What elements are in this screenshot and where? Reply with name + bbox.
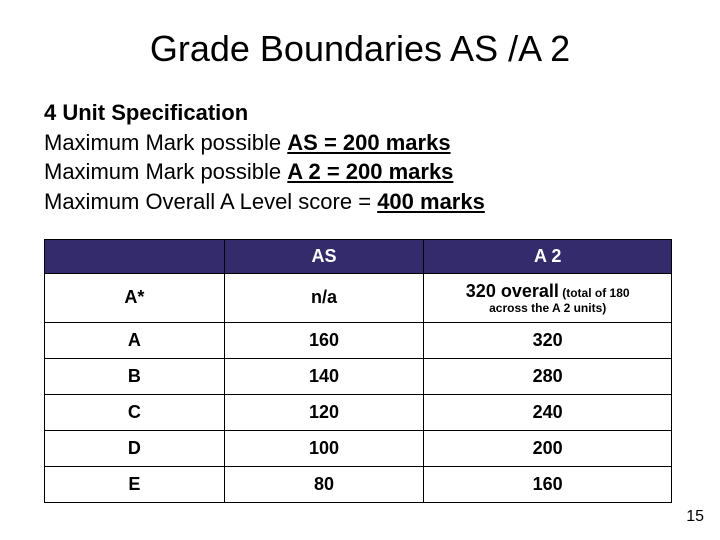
cell-as: 80 xyxy=(224,466,424,502)
cell-as: 160 xyxy=(224,322,424,358)
table-row: E 80 160 xyxy=(45,466,672,502)
table-row: B 140 280 xyxy=(45,358,672,394)
cell-a2: 200 xyxy=(424,430,672,466)
cell-a2: 240 xyxy=(424,394,672,430)
cell-a2: 160 xyxy=(424,466,672,502)
table-header-row: AS A 2 xyxy=(45,239,672,273)
spec-line-1: Maximum Mark possible AS = 200 marks xyxy=(44,128,680,158)
spec-line-3-value: 400 marks xyxy=(377,189,485,214)
cell-a2-sub2: across the A 2 units) xyxy=(428,302,667,315)
slide-title: Grade Boundaries AS /A 2 xyxy=(40,28,680,70)
cell-a2: 280 xyxy=(424,358,672,394)
cell-grade: D xyxy=(45,430,225,466)
specification-block: 4 Unit Specification Maximum Mark possib… xyxy=(44,98,680,217)
spec-line-2: Maximum Mark possible A 2 = 200 marks xyxy=(44,157,680,187)
cell-as: 140 xyxy=(224,358,424,394)
spec-line-2-value: A 2 = 200 marks xyxy=(287,159,453,184)
grade-table: AS A 2 A* n/a 320 overall (total of 180 … xyxy=(44,239,672,503)
spec-line-1-prefix: Maximum Mark possible xyxy=(44,130,287,155)
table-row: D 100 200 xyxy=(45,430,672,466)
table-row: A 160 320 xyxy=(45,322,672,358)
cell-grade: A* xyxy=(45,273,225,322)
cell-as: 120 xyxy=(224,394,424,430)
cell-grade: C xyxy=(45,394,225,430)
spec-line-3: Maximum Overall A Level score = 400 mark… xyxy=(44,187,680,217)
cell-a2: 320 xyxy=(424,322,672,358)
cell-grade: B xyxy=(45,358,225,394)
header-a2: A 2 xyxy=(424,239,672,273)
spec-line-3-prefix: Maximum Overall A Level score = xyxy=(44,189,377,214)
slide: Grade Boundaries AS /A 2 4 Unit Specific… xyxy=(0,0,720,540)
cell-as: n/a xyxy=(224,273,424,322)
spec-line-2-prefix: Maximum Mark possible xyxy=(44,159,287,184)
cell-a2-main: 320 overall xyxy=(466,281,559,301)
spec-line-1-value: AS = 200 marks xyxy=(287,130,450,155)
header-grade xyxy=(45,239,225,273)
cell-grade: A xyxy=(45,322,225,358)
table-row: A* n/a 320 overall (total of 180 across … xyxy=(45,273,672,322)
cell-grade: E xyxy=(45,466,225,502)
cell-as: 100 xyxy=(224,430,424,466)
table-row: C 120 240 xyxy=(45,394,672,430)
spec-heading: 4 Unit Specification xyxy=(44,98,680,128)
page-number: 15 xyxy=(686,508,704,526)
cell-a2-sub1: (total of 180 xyxy=(559,286,630,300)
header-as: AS xyxy=(224,239,424,273)
cell-a2: 320 overall (total of 180 across the A 2… xyxy=(424,273,672,322)
